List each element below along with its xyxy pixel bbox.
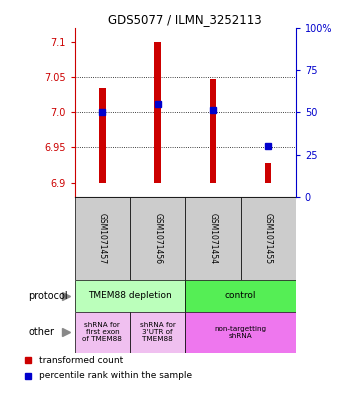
Bar [185, 197, 241, 279]
Text: protocol: protocol [29, 290, 68, 301]
Title: GDS5077 / ILMN_3252113: GDS5077 / ILMN_3252113 [108, 13, 262, 26]
Bar [75, 312, 130, 353]
Text: transformed count: transformed count [39, 356, 124, 365]
Text: other: other [29, 327, 54, 337]
Text: percentile rank within the sample: percentile rank within the sample [39, 371, 192, 380]
Bar [241, 197, 296, 279]
Text: shRNA for
first exon
of TMEM88: shRNA for first exon of TMEM88 [83, 322, 122, 342]
Text: GSM1071454: GSM1071454 [208, 213, 217, 264]
Bar [265, 163, 271, 183]
Bar [75, 197, 130, 279]
Bar [154, 42, 161, 183]
Text: GSM1071456: GSM1071456 [153, 213, 162, 264]
Bar [185, 279, 296, 312]
Text: GSM1071457: GSM1071457 [98, 213, 107, 264]
Text: non-targetting
shRNA: non-targetting shRNA [215, 326, 267, 339]
Bar [185, 312, 296, 353]
Bar [75, 279, 185, 312]
Bar [209, 79, 216, 183]
Text: TMEM88 depletion: TMEM88 depletion [88, 291, 172, 300]
Text: shRNA for
3'UTR of
TMEM88: shRNA for 3'UTR of TMEM88 [140, 322, 176, 342]
Text: GSM1071455: GSM1071455 [264, 213, 273, 264]
Text: control: control [225, 291, 256, 300]
Bar [130, 197, 185, 279]
Bar [99, 88, 106, 183]
Bar [130, 312, 185, 353]
